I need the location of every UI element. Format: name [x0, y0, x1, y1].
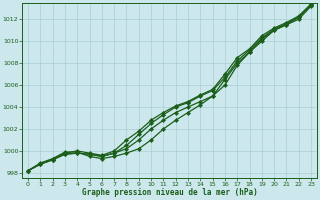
X-axis label: Graphe pression niveau de la mer (hPa): Graphe pression niveau de la mer (hPa) — [82, 188, 257, 197]
